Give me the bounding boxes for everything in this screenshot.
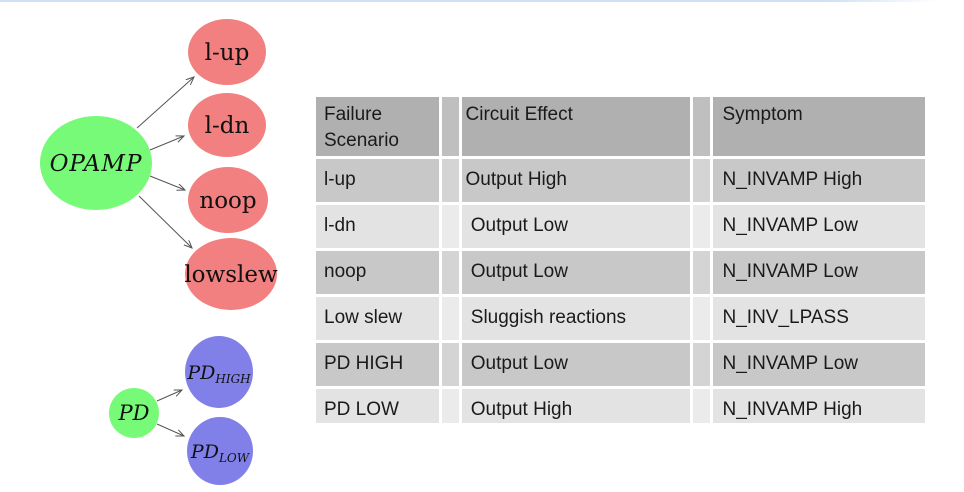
table-header-row: Failure Scenario Circuit Effect Symptom bbox=[316, 97, 925, 159]
cell-spacer bbox=[440, 203, 462, 251]
node-noop: noop bbox=[188, 167, 268, 233]
fault-tree-diagram: OPAMP l-up l-dn noop lowslew PD PDHIGH P… bbox=[40, 19, 278, 485]
table-row: noop Output Low N_INVAMP Low bbox=[316, 249, 925, 297]
node-opamp-label: OPAMP bbox=[50, 151, 143, 177]
fault-table-container: Failure Scenario Circuit Effect Symptom … bbox=[316, 97, 925, 423]
node-lowslew: lowslew bbox=[184, 238, 278, 310]
cell-spacer bbox=[691, 295, 713, 343]
cell-scenario: noop bbox=[316, 249, 442, 297]
node-l-dn-label: l-dn bbox=[205, 113, 250, 139]
cell-symptom: N_INVAMP Low bbox=[711, 249, 925, 297]
cell-effect: Output Low bbox=[460, 249, 693, 297]
header-symptom: Symptom bbox=[711, 97, 925, 159]
node-noop-shape bbox=[188, 167, 268, 233]
cell-spacer bbox=[691, 387, 713, 423]
edge-opamp-lowslew bbox=[138, 195, 192, 248]
node-l-up: l-up bbox=[188, 19, 266, 85]
cell-scenario: l-up bbox=[316, 157, 442, 205]
node-pd-high: PDHIGH bbox=[185, 336, 253, 408]
cell-effect: Output Low bbox=[460, 203, 693, 251]
node-noop-label: noop bbox=[199, 188, 256, 214]
header-failure-scenario: Failure Scenario bbox=[316, 97, 442, 159]
header-circuit-effect: Circuit Effect bbox=[460, 97, 693, 159]
cell-symptom: N_INV_LPASS bbox=[711, 295, 925, 343]
edge-opamp-l-dn bbox=[149, 136, 184, 151]
node-lowslew-shape bbox=[185, 238, 277, 310]
cell-effect: Output High bbox=[460, 387, 693, 423]
node-pd-shape bbox=[109, 388, 159, 438]
node-pd-high-label: PDHIGH bbox=[186, 362, 251, 386]
edge-opamp-noop bbox=[149, 175, 185, 190]
table-row: l-up Output High N_INVAMP High bbox=[316, 157, 925, 205]
node-pd-low: PDLOW bbox=[187, 417, 253, 485]
top-edge-highlight bbox=[0, 0, 940, 2]
cell-scenario: Low slew bbox=[316, 295, 442, 343]
table-row: PD HIGH Output Low N_INVAMP Low bbox=[316, 341, 925, 389]
node-l-dn-shape bbox=[188, 93, 266, 157]
table-row: Low slew Sluggish reactions N_INV_LPASS bbox=[316, 295, 925, 343]
cell-spacer bbox=[691, 249, 713, 297]
cell-spacer bbox=[440, 157, 462, 205]
cell-effect: Sluggish reactions bbox=[460, 295, 693, 343]
pd-edges bbox=[156, 390, 184, 436]
cell-scenario: l-dn bbox=[316, 203, 442, 251]
node-lowslew-label: lowslew bbox=[184, 262, 278, 288]
fault-table: Failure Scenario Circuit Effect Symptom … bbox=[316, 97, 925, 423]
node-l-dn: l-dn bbox=[188, 93, 266, 157]
node-pd-high-shape bbox=[185, 336, 253, 408]
cell-scenario: PD HIGH bbox=[316, 341, 442, 389]
node-l-up-shape bbox=[188, 19, 266, 85]
node-pd: PD bbox=[109, 388, 159, 438]
cell-spacer bbox=[440, 295, 462, 343]
cell-spacer bbox=[691, 341, 713, 389]
edge-pd-pdlow bbox=[156, 423, 184, 436]
cell-spacer bbox=[440, 341, 462, 389]
header-spacer-1 bbox=[440, 97, 462, 159]
cell-symptom: N_INVAMP High bbox=[711, 157, 925, 205]
node-opamp-shape bbox=[40, 116, 152, 210]
node-l-up-label: l-up bbox=[205, 40, 250, 66]
node-pd-low-label: PDLOW bbox=[190, 441, 251, 465]
cell-effect: Output High bbox=[460, 157, 693, 205]
cell-symptom: N_INVAMP Low bbox=[711, 203, 925, 251]
table-row: PD LOW Output High N_INVAMP High bbox=[316, 387, 925, 423]
header-spacer-2 bbox=[691, 97, 713, 159]
cell-symptom: N_INVAMP Low bbox=[711, 341, 925, 389]
cell-spacer bbox=[440, 387, 462, 423]
cell-spacer bbox=[691, 203, 713, 251]
cell-spacer bbox=[440, 249, 462, 297]
cell-effect: Output Low bbox=[460, 341, 693, 389]
node-pd-low-shape bbox=[187, 417, 253, 485]
node-pd-label: PD bbox=[118, 401, 150, 425]
cell-spacer bbox=[691, 157, 713, 205]
opamp-edges bbox=[136, 77, 194, 248]
edge-opamp-l-up bbox=[136, 77, 194, 129]
table-row: l-dn Output Low N_INVAMP Low bbox=[316, 203, 925, 251]
node-opamp: OPAMP bbox=[40, 116, 152, 210]
cell-scenario: PD LOW bbox=[316, 387, 442, 423]
edge-pd-pdhigh bbox=[156, 390, 182, 402]
cell-symptom: N_INVAMP High bbox=[711, 387, 925, 423]
